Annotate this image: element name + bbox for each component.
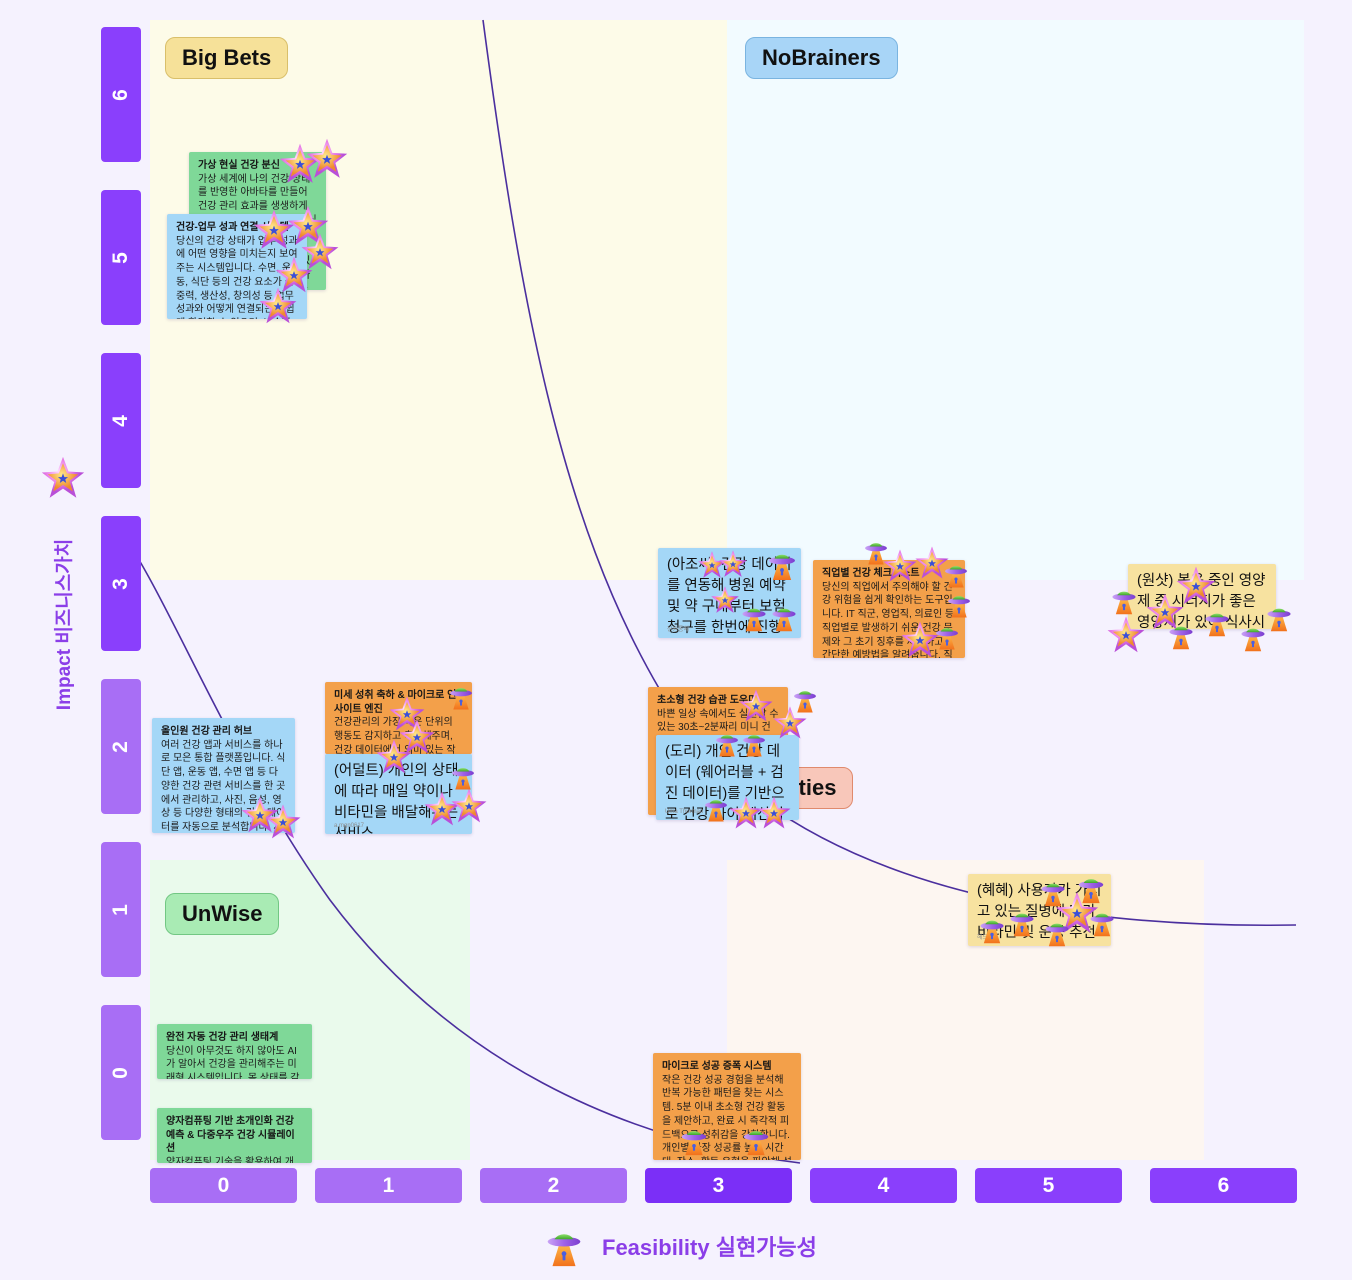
quadrant-label-big-bets[interactable]: Big Bets xyxy=(165,37,289,79)
y-tick-2-label: 2 xyxy=(109,740,132,753)
x-tick-1-label: 1 xyxy=(382,1173,395,1197)
sticky-note-dori-health-calculator[interactable]: (도리) 개인 건강 데이터 (웨어러블 + 검진 데이터)를 기반으로 건강 … xyxy=(656,735,799,820)
ufo-icon xyxy=(540,1222,588,1270)
y-tick-3[interactable]: 3 xyxy=(101,516,141,651)
note-author: a.mgn0617 xyxy=(334,823,365,829)
quadrant-nobrainers xyxy=(727,20,1304,580)
x-tick-3[interactable]: 3 xyxy=(645,1168,792,1203)
x-tick-1[interactable]: 1 xyxy=(315,1168,462,1203)
y-tick-5[interactable]: 5 xyxy=(101,190,141,325)
note-title: 초소형 건강 습관 도우미 xyxy=(657,695,758,706)
sticky-note-micro-achievement-insight[interactable]: 미세 성취 축하 & 마이크로 인사이트 엔진 건강관리의 가장 작은 단위의 … xyxy=(325,682,472,754)
note-text: (원샷) 복용 중인 영양제 중 시너지가 좋은 영양제가 있어 식사시간 등 … xyxy=(1137,573,1266,629)
note-title: 마이크로 성공 증폭 시스템 xyxy=(662,1061,772,1072)
note-body: 당신의 건강 상태가 업무 성과에 어떤 영향을 미치는지 보여주는 시스템입니… xyxy=(176,235,298,320)
x-tick-3-label: 3 xyxy=(712,1173,725,1197)
note-author: Uma Thurman xyxy=(665,809,704,815)
note-title: 양자컴퓨팅 기반 초개인화 건강 예측 & 다중우주 건강 시뮬레이션 xyxy=(166,1116,295,1154)
y-tick-6[interactable]: 6 xyxy=(101,27,141,162)
note-body: 건강관리의 가장 작은 단위의 행동도 감지하고 축하해주며, 건강 데이터에서… xyxy=(334,717,456,754)
y-tick-1[interactable]: 1 xyxy=(101,842,141,977)
y-tick-4-label: 4 xyxy=(109,414,132,427)
sticky-note-ajossi-health-link[interactable]: (아조씨) 건강 데이터를 연동해 병원 예약 및 약 구매부터 보험 청구를 … xyxy=(658,548,801,638)
note-title: 직업별 건강 체크리스트 xyxy=(822,568,920,579)
note-body: 작은 건강 성공 경험을 분석해 반복 가능한 패턴을 찾는 시스템. 5분 이… xyxy=(662,1074,792,1161)
y-tick-5-label: 5 xyxy=(109,251,132,264)
y-axis-title: Impact 비즈니스가치 xyxy=(28,455,98,710)
x-tick-6[interactable]: 6 xyxy=(1150,1168,1297,1203)
note-title: 완전 자동 건강 관리 생태계 xyxy=(166,1032,279,1043)
y-axis-title-label: Impact 비즈니스가치 xyxy=(54,538,76,711)
note-author: 헤드팩 xyxy=(977,935,994,941)
y-tick-0[interactable]: 0 xyxy=(101,1005,141,1140)
sticky-note-fully-auto-health[interactable]: 완전 자동 건강 관리 생태계 당신이 아무것도 하지 않아도 AI가 알아서 … xyxy=(157,1024,312,1079)
y-tick-3-label: 3 xyxy=(109,577,132,590)
note-text: (혜혜) 사용자가 가지고 있는 질병에 따라 비타민 및 운동 추천 xyxy=(977,883,1102,942)
note-title: 건강-업무 성과 연결 시스템 xyxy=(176,222,289,233)
y-tick-2[interactable]: 2 xyxy=(101,679,141,814)
star-icon xyxy=(40,455,86,501)
y-tick-1-label: 1 xyxy=(109,903,132,916)
note-title: 올인원 건강 관리 허브 xyxy=(161,726,253,737)
sticky-note-health-work-performance[interactable]: 건강-업무 성과 연결 시스템 당신의 건강 상태가 업무 성과에 어떤 영향을… xyxy=(167,214,307,319)
x-tick-0[interactable]: 0 xyxy=(150,1168,297,1203)
x-tick-5[interactable]: 5 xyxy=(975,1168,1122,1203)
sticky-note-micro-success-amplifier[interactable]: 마이크로 성공 증폭 시스템 작은 건강 성공 경험을 분석해 반복 가능한 패… xyxy=(653,1053,801,1160)
note-title: 가상 현실 건강 분신 xyxy=(198,160,280,171)
quadrant-label-nobrainers[interactable]: NoBrainers xyxy=(745,37,898,79)
y-tick-0-label: 0 xyxy=(109,1066,132,1079)
quadrant-label-unwise[interactable]: UnWise xyxy=(165,893,280,935)
sticky-note-allinone-health-hub[interactable]: 올인원 건강 관리 허브 여러 건강 앱과 서비스를 하나로 모은 통합 플랫폼… xyxy=(152,718,295,833)
note-body: 양자컴퓨팅 기술을 활용하여 개인의 유전체, 마이크로바이옴, 생활습관, 환… xyxy=(166,1156,294,1164)
x-tick-6-label: 6 xyxy=(1217,1173,1230,1197)
note-body: 당신의 직업에서 주의해야 할 건강 위험을 쉽게 확인하는 도구입니다. IT… xyxy=(822,581,955,659)
note-title: 미세 성취 축하 & 마이크로 인사이트 엔진 xyxy=(334,690,457,715)
x-axis-title: Feasibility 실현가능성 xyxy=(540,1222,817,1270)
y-tick-4[interactable]: 4 xyxy=(101,353,141,488)
x-tick-2[interactable]: 2 xyxy=(480,1168,627,1203)
note-body: 당신이 아무것도 하지 않아도 AI가 알아서 건강을 관리해주는 미래형 시스… xyxy=(166,1045,300,1080)
quadrant-utilities xyxy=(727,860,1204,1160)
x-tick-2-label: 2 xyxy=(547,1173,560,1197)
sticky-note-hyehye-vitamin-exercise[interactable]: (혜혜) 사용자가 가지고 있는 질병에 따라 비타민 및 운동 추천 헤드팩 xyxy=(968,874,1111,946)
note-author: 상원통체 xyxy=(667,627,690,633)
sticky-note-job-health-checklist[interactable]: 직업별 건강 체크리스트 당신의 직업에서 주의해야 할 건강 위험을 쉽게 확… xyxy=(813,560,965,658)
x-axis-title-label: Feasibility 실현가능성 xyxy=(602,1235,817,1260)
x-tick-0-label: 0 xyxy=(217,1173,230,1197)
y-tick-6-label: 6 xyxy=(109,88,132,101)
note-body: 여러 건강 앱과 서비스를 하나로 모은 통합 플랫폼입니다. 식단 앱, 운동… xyxy=(161,739,286,834)
sticky-note-adult-supplement-delivery[interactable]: (어덜트) 개인의 상태에 따라 매일 약이나 비타민을 배달해주는 서비스 a… xyxy=(325,754,472,834)
x-tick-4[interactable]: 4 xyxy=(810,1168,957,1203)
sticky-note-oneshot-supplement-check[interactable]: (원샷) 복용 중인 영양제 중 시너지가 좋은 영양제가 있어 식사시간 등 … xyxy=(1128,564,1276,629)
sticky-note-quantum-health-sim[interactable]: 양자컴퓨팅 기반 초개인화 건강 예측 & 다중우주 건강 시뮬레이션 양자컴퓨… xyxy=(157,1108,312,1163)
x-tick-4-label: 4 xyxy=(877,1173,890,1197)
x-tick-5-label: 5 xyxy=(1042,1173,1055,1197)
